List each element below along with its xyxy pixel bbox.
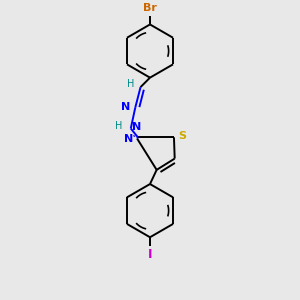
Text: I: I <box>148 248 152 262</box>
Text: N: N <box>132 122 142 132</box>
Text: H: H <box>115 121 122 131</box>
Text: N: N <box>124 134 133 144</box>
Text: Br: Br <box>143 3 157 13</box>
Text: H: H <box>127 79 134 89</box>
Text: S: S <box>178 130 186 140</box>
Text: N: N <box>121 102 130 112</box>
